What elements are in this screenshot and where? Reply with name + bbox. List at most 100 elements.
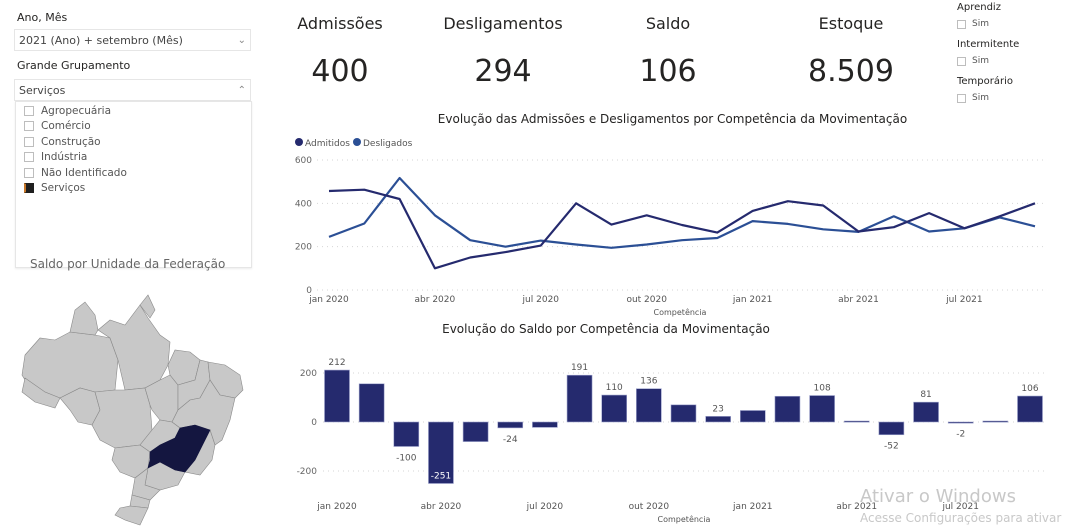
bar-fev-2021[interactable] [774, 395, 801, 423]
map-state-rs [114, 505, 149, 526]
legend-marker-desligados[interactable] [353, 138, 361, 146]
y-tick-label: 200 [295, 243, 312, 253]
map-state-mt [91, 387, 153, 449]
group-option[interactable]: Serviços [16, 181, 251, 197]
x-tick-label: jan 2021 [732, 502, 773, 512]
checkbox-icon[interactable] [24, 105, 34, 116]
kpi-label: Admissões [297, 14, 383, 33]
data-label: 212 [328, 358, 345, 368]
x-tick-label: abr 2021 [838, 295, 879, 305]
bar-mai-2021[interactable] [878, 421, 905, 436]
bar-ago-2021[interactable] [982, 420, 1009, 423]
x-tick-label: out 2020 [626, 295, 667, 305]
flag-slicer-title: Intermitente [957, 39, 1020, 50]
kpi-label: Desligamentos [443, 14, 563, 33]
kpi-label: Estoque [818, 14, 884, 33]
checkbox-icon[interactable] [957, 93, 966, 103]
brazil-map[interactable] [0, 280, 260, 526]
bar-jul-2021[interactable] [947, 421, 974, 424]
data-label: 106 [1021, 384, 1038, 394]
bar-jun-2021[interactable] [913, 401, 939, 423]
group-option[interactable]: Indústria [16, 150, 251, 166]
bar-abr-2020[interactable] [428, 421, 454, 484]
y-tick-label: -200 [297, 467, 318, 477]
bar-ago-2020[interactable] [566, 374, 593, 423]
group-option-label: Serviços [41, 182, 86, 195]
bar-nov-2020[interactable] [670, 404, 697, 423]
bar-jun-2020[interactable] [497, 421, 524, 429]
y-tick-label: 400 [295, 199, 312, 209]
flag-option-label: Sim [972, 19, 989, 29]
bar-set-2020[interactable] [601, 394, 628, 423]
bar-fev-2020[interactable] [358, 383, 385, 423]
data-label: 136 [640, 377, 657, 387]
legend-label: Admitidos [305, 139, 350, 149]
group-option-label: Comércio [41, 120, 91, 133]
data-label: 191 [571, 363, 588, 373]
x-tick-label: out 2020 [629, 502, 670, 512]
data-label: -251 [431, 471, 451, 481]
chevron-up-icon: ⌃ [237, 84, 246, 96]
map-state-mg-highlighted [147, 424, 211, 473]
kpi-value: 8.509 [808, 54, 894, 89]
data-label: -24 [503, 435, 518, 445]
bar-dez-2020[interactable] [705, 416, 731, 423]
flag-option[interactable]: Sim [957, 93, 989, 103]
group-option-label: Construção [41, 135, 101, 148]
group-option-label: Agropecuária [41, 104, 112, 117]
legend-marker-admitidos[interactable] [295, 138, 303, 146]
checkbox-icon[interactable] [24, 136, 34, 147]
data-label: -100 [396, 454, 417, 464]
bar-jan-2020[interactable] [324, 369, 350, 423]
group-option[interactable]: Construção [16, 134, 251, 150]
flag-option[interactable]: Sim [957, 19, 989, 29]
period-dropdown[interactable]: 2021 (Ano) + setembro (Mês) ⌄ [14, 29, 251, 51]
bar-abr-2021[interactable] [843, 420, 870, 423]
group-dropdown[interactable]: Serviços ⌃ [14, 79, 251, 101]
checkbox-icon[interactable] [957, 19, 966, 29]
checkbox-icon[interactable] [24, 121, 34, 132]
data-label: 110 [606, 383, 623, 393]
kpi-value: 400 [311, 54, 369, 89]
map-state-ap [139, 294, 156, 319]
group-options-list: Agropecuária Comércio Construção Indústria N… [15, 101, 252, 268]
series-line-desligados[interactable] [328, 176, 1036, 249]
bar-out-2020[interactable] [636, 388, 662, 423]
checkbox-icon[interactable] [24, 152, 34, 163]
x-tick-label: jan 2020 [316, 502, 357, 512]
legend-label: Desligados [363, 139, 413, 149]
flag-option-label: Sim [972, 93, 989, 103]
line-chart: Admitidos Desligados 0 200 400 600 jan 2020 abr… [295, 138, 1045, 317]
bar-set-2021[interactable] [1017, 395, 1043, 423]
checkbox-icon[interactable] [24, 167, 34, 178]
group-slicer-label: Grande Grupamento [17, 59, 131, 72]
x-tick-label: jul 2021 [945, 295, 982, 305]
bar-mar-2021[interactable] [809, 395, 835, 423]
kpi-value: 106 [639, 54, 697, 89]
group-option[interactable]: Comércio [16, 119, 251, 135]
x-tick-label: jan 2021 [732, 295, 773, 305]
data-label: 81 [920, 390, 931, 400]
bar-jan-2021[interactable] [739, 410, 766, 423]
bar-jul-2020[interactable] [532, 421, 558, 428]
group-option[interactable]: Não Identificado [16, 165, 251, 181]
x-axis-title: Competência [658, 514, 711, 524]
map-state-pa [97, 304, 171, 391]
x-tick-label: jul 2020 [522, 295, 560, 305]
bar-mar-2020[interactable] [393, 421, 420, 447]
bar-mai-2020[interactable] [462, 421, 489, 442]
bar-chart-title: Evolução do Saldo por Competência da Mov… [442, 322, 770, 336]
kpi-label: Saldo [645, 14, 691, 33]
x-tick-label: abr 2020 [421, 502, 462, 512]
data-label: -2 [956, 429, 965, 439]
checkbox-icon[interactable] [957, 56, 966, 66]
y-tick-label: 0 [311, 418, 317, 428]
data-label: 23 [712, 404, 723, 414]
group-dropdown-value: Serviços [19, 83, 66, 97]
y-tick-label: 600 [295, 156, 312, 166]
flag-option[interactable]: Sim [957, 56, 989, 66]
group-option[interactable]: Agropecuária [16, 103, 251, 119]
activation-watermark-subtitle: Acesse Configurações para ativar [860, 511, 1062, 525]
series-line-admitidos[interactable] [328, 188, 1036, 270]
checkbox-checked-icon[interactable] [24, 183, 34, 194]
